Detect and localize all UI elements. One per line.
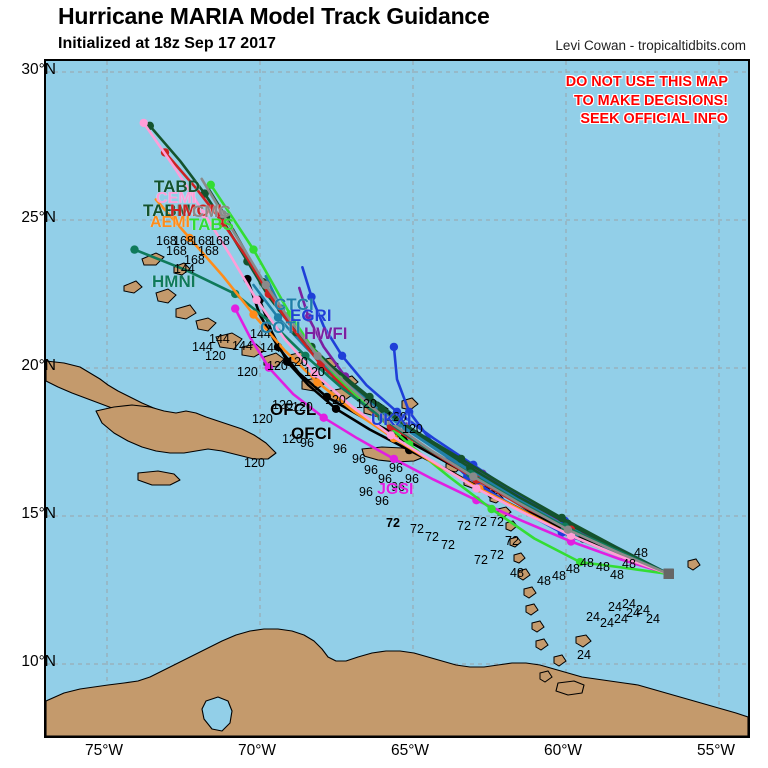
landmass-group: [46, 360, 748, 736]
track-point-jgsi-144h: [231, 304, 240, 313]
track-point-jgsi-24h: [566, 537, 576, 546]
track-point-jgsi-96h: [319, 413, 328, 422]
hispaniola-landmass: [95, 404, 277, 460]
lake-maracaibo: [201, 696, 233, 732]
warning-line-1: DO NOT USE THIS MAP: [565, 74, 728, 90]
track-line-cmc: [200, 177, 670, 576]
y-axis-tick-label: 30°N: [21, 61, 56, 78]
track-point-hmon-144h: [218, 218, 228, 228]
page-subtitle: Initialized at 18z Sep 17 2017: [58, 35, 276, 52]
y-axis-tick-label: 25°N: [21, 209, 56, 226]
x-axis-tick-label: 70°W: [237, 742, 277, 759]
track-point-ukxi-96h: [389, 342, 399, 352]
jamaica-landmass: [137, 470, 181, 486]
x-axis-tick-label: 55°W: [696, 742, 736, 759]
track-point-hmni-96h: [301, 351, 310, 360]
track-point-aemi-144h: [185, 233, 194, 243]
track-point-tabs-144h: [249, 245, 258, 254]
track-point-cemi-48h: [472, 484, 481, 493]
track-point-cemi-144h: [200, 210, 209, 219]
track-point-egri-72h: [392, 407, 402, 416]
x-axis-tick-label: 65°W: [390, 742, 430, 759]
track-point-cmc-96h: [313, 351, 322, 360]
graticule-grid: [46, 61, 748, 736]
ocean-background: [46, 61, 748, 736]
track-point-cemi-72h: [386, 431, 396, 440]
y-axis-tick-label: 15°N: [21, 505, 56, 522]
track-point-jgsi-120h: [264, 363, 273, 372]
map-plot-area: DO NOT USE THIS MAP TO MAKE DECISIONS! S…: [44, 59, 750, 738]
track-point-coti-120h: [273, 313, 283, 322]
track-point-ofci-120h: [282, 357, 292, 366]
track-point-cemi-168h: [139, 118, 148, 128]
page-title: Hurricane MARIA Model Track Guidance: [58, 3, 490, 29]
warning-line-3: SEEK OFFICIAL INFO: [580, 111, 728, 128]
model-track-lines: [130, 118, 674, 579]
track-point-jgsi-72h: [389, 454, 399, 464]
track-point-egri-96h: [337, 351, 347, 360]
track-point-cmc-120h: [261, 280, 270, 290]
track-point-aemi-120h: [249, 310, 258, 319]
map-canvas: [46, 61, 748, 736]
track-point-aemi-96h: [313, 378, 322, 387]
track-line-cemi: [142, 121, 670, 576]
track-point-tabs-24h: [575, 557, 585, 567]
disclaimer-warning: DO NOT USE THIS MAP TO MAKE DECISIONS! S…: [566, 73, 728, 129]
track-point-cmc-48h: [469, 472, 478, 481]
track-point-cmc-0h: [663, 568, 674, 579]
track-point-cmc-144h: [218, 210, 228, 219]
track-point-hwfi-120h: [304, 313, 313, 322]
track-point-tabm-48h: [466, 463, 475, 472]
track-point-tabs-168h: [206, 180, 215, 189]
track-point-cemi-120h: [252, 295, 261, 304]
x-axis-tick-label: 75°W: [84, 742, 124, 759]
track-point-ukxi-72h: [405, 407, 414, 416]
track-point-tabm-72h: [377, 404, 386, 413]
track-point-ofci-96h: [331, 404, 341, 413]
track-point-tabs-48h: [487, 504, 496, 514]
track-point-egri-120h: [307, 292, 316, 301]
x-axis-tick-label: 60°W: [543, 742, 583, 759]
track-point-cmc-24h: [563, 525, 573, 534]
credit-attribution: Levi Cowan - tropicaltidbits.com: [555, 38, 746, 53]
track-point-cemi-96h: [310, 369, 319, 378]
warning-line-2: TO MAKE DECISIONS!: [573, 92, 728, 109]
trinidad-landmass: [555, 680, 585, 696]
track-point-cmc-72h: [383, 416, 392, 425]
y-axis-tick-label: 10°N: [21, 653, 56, 670]
track-point-hmni-144h: [130, 245, 139, 254]
y-axis-tick-label: 20°N: [21, 357, 56, 374]
